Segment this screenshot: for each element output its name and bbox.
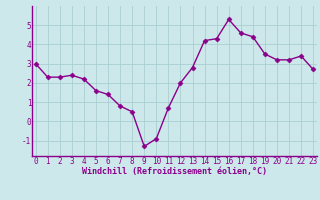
X-axis label: Windchill (Refroidissement éolien,°C): Windchill (Refroidissement éolien,°C): [82, 167, 267, 176]
